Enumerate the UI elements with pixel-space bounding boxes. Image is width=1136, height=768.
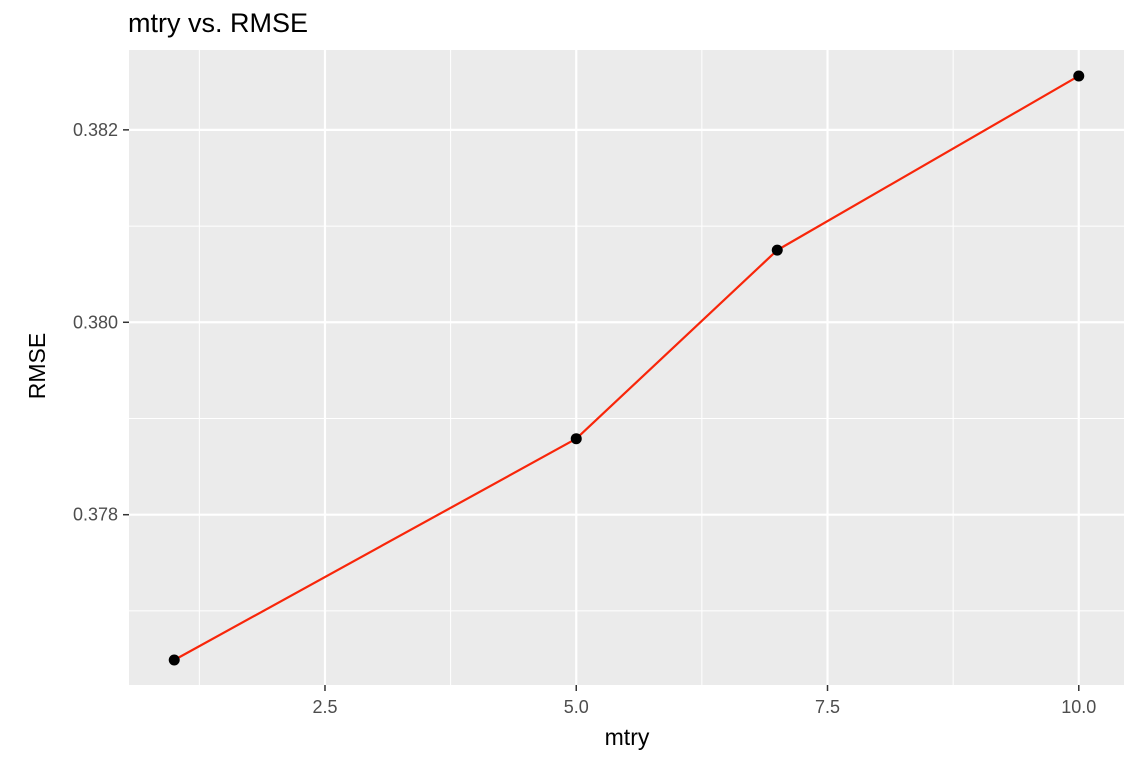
x-axis: 2.5 5.0 7.5 10.0 — [312, 685, 1096, 717]
chart-title: mtry vs. RMSE — [128, 8, 308, 38]
minor-gridlines — [129, 50, 1124, 685]
series-layer — [173, 75, 1080, 661]
data-point — [771, 244, 783, 256]
y-tick-label: 0.378 — [73, 505, 118, 525]
y-axis: 0.378 0.380 0.382 — [73, 120, 129, 525]
y-tick-label: 0.382 — [73, 120, 118, 140]
series-line — [173, 75, 1080, 661]
x-tick-label: 5.0 — [564, 697, 589, 717]
x-tick-label: 10.0 — [1061, 697, 1096, 717]
data-point — [1073, 70, 1085, 82]
points-layer — [168, 70, 1085, 666]
major-gridlines — [129, 50, 1124, 685]
x-tick-label: 2.5 — [312, 697, 337, 717]
y-axis-title: RMSE — [24, 333, 50, 399]
plot-panel — [129, 50, 1124, 685]
x-tick-label: 7.5 — [815, 697, 840, 717]
data-point — [168, 654, 180, 666]
data-point — [570, 433, 582, 445]
y-tick-label: 0.380 — [73, 312, 118, 332]
x-axis-title: mtry — [605, 724, 650, 750]
